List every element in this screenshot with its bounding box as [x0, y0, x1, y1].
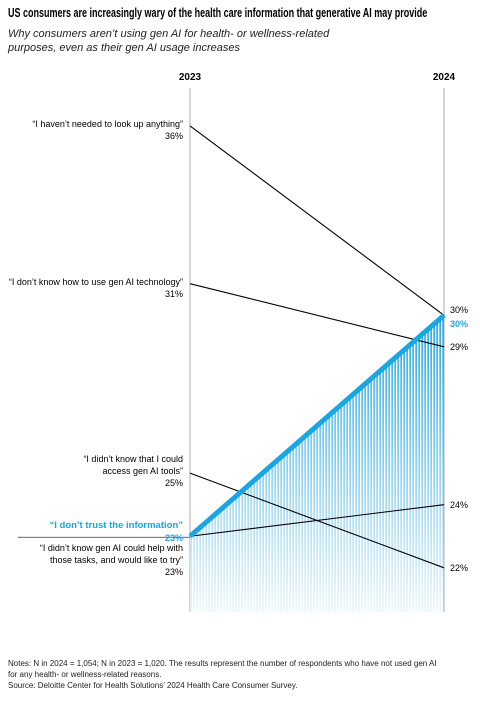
series-label: “I haven’t needed to look up anything”	[32, 118, 183, 129]
slope-line	[189, 504, 445, 537]
chart-subtitle: Why consumers aren’t using gen AI for he…	[8, 28, 330, 54]
value-label: 30%	[450, 319, 469, 330]
highlight-stripes	[190, 315, 444, 612]
series-label: “I don’t trust the information”	[49, 520, 183, 532]
chart-title: US consumers are increasingly wary of th…	[8, 6, 428, 20]
x-tick-label: 2023	[179, 72, 202, 83]
value-label: 24%	[450, 499, 469, 510]
source: Source: Deloitte Center for Health Solut…	[8, 681, 298, 690]
value-label: 23%	[164, 533, 183, 544]
value-label: 25%	[164, 478, 183, 489]
value-label: 36%	[164, 130, 183, 141]
x-tick-label: 2024	[433, 72, 456, 83]
slope-line	[188, 313, 446, 539]
slope-line	[189, 125, 445, 316]
value-label: 22%	[450, 562, 469, 573]
slope-line	[189, 283, 445, 348]
notes: Notes: N in 2024 = 1,054; N in 2023 = 1,…	[8, 659, 437, 679]
value-label: 31%	[164, 288, 183, 299]
value-label: 30%	[450, 305, 469, 316]
series-label: “I didn’t know gen AI could help with th…	[39, 543, 183, 566]
value-label: 23%	[164, 567, 183, 578]
series-label: “I don’t know how to use gen AI technolo…	[8, 276, 183, 287]
series-label: “I didn’t know that I could access gen A…	[83, 454, 183, 477]
value-label: 29%	[450, 341, 469, 352]
